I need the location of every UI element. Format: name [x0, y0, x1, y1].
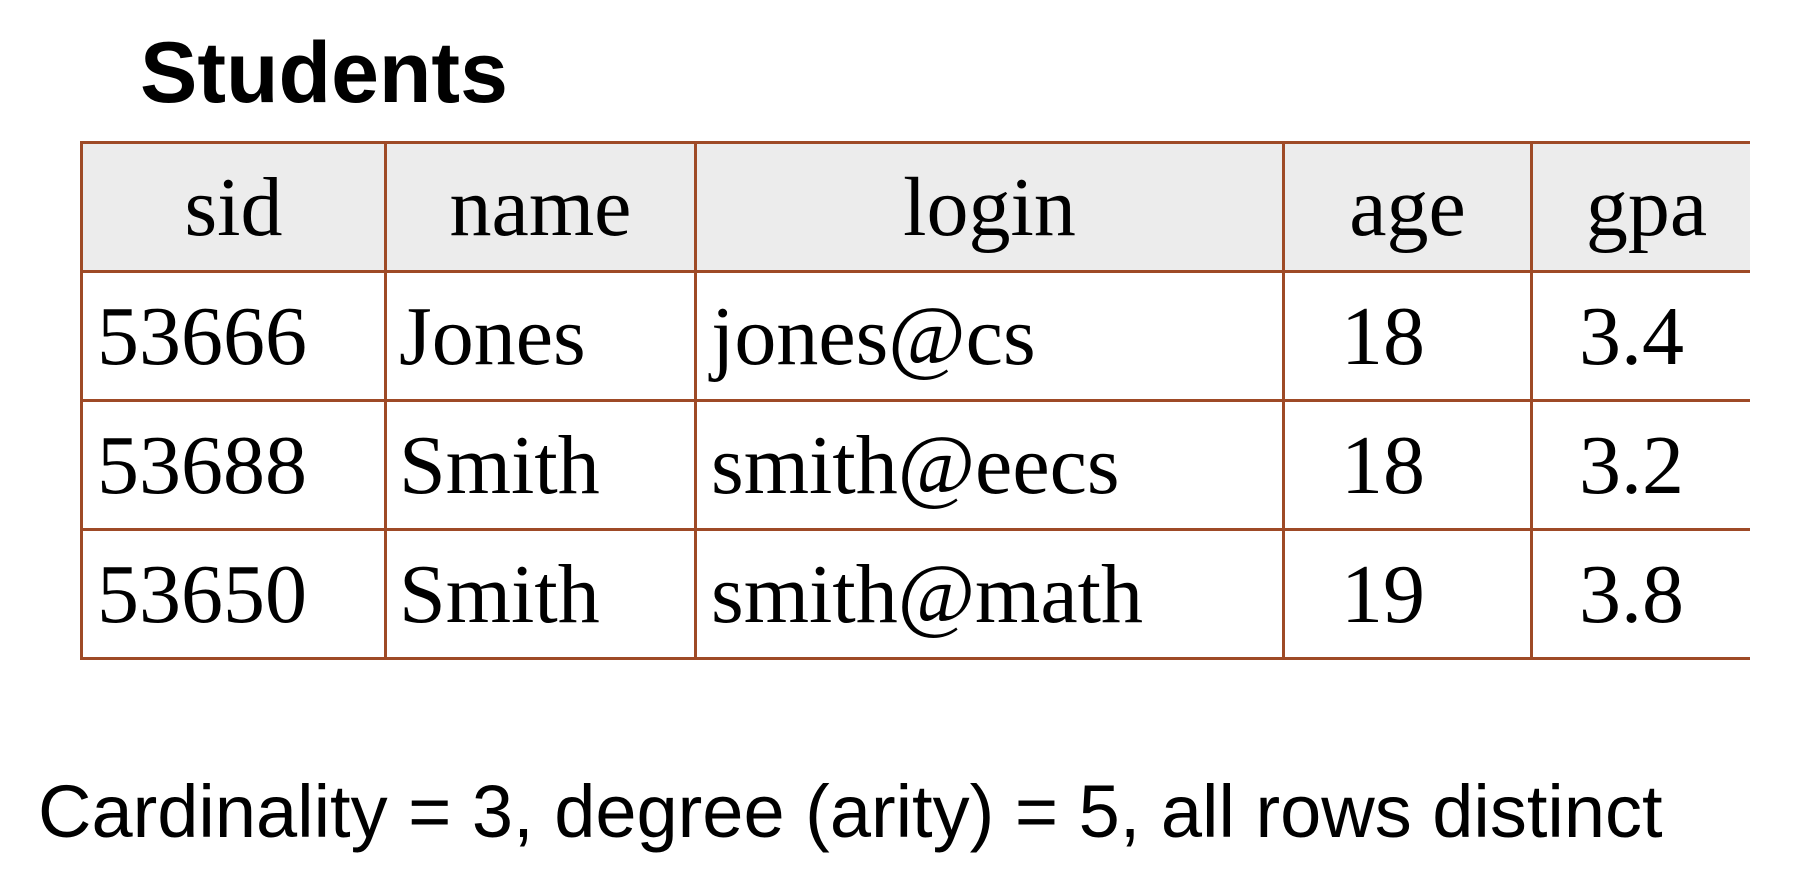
cell-sid: 53650 — [80, 528, 387, 660]
column-header-gpa: gpa — [1530, 141, 1750, 273]
relation-title: Students — [140, 25, 508, 121]
cell-age: 19 — [1282, 528, 1533, 660]
table-header-row: sid name login age gpa — [80, 141, 1750, 273]
column-header-age: age — [1282, 141, 1533, 273]
cell-login: smith@math — [694, 528, 1285, 660]
cell-name: Smith — [384, 528, 697, 660]
cell-sid: 53688 — [80, 399, 387, 531]
cell-name: Smith — [384, 399, 697, 531]
students-table-container: sid name login age gpa 53666 Jones jones… — [80, 141, 1750, 660]
cell-sid: 53666 — [80, 270, 387, 402]
table-row: 53650 Smith smith@math 19 3.8 — [80, 528, 1750, 660]
relation-summary: Cardinality = 3, degree (arity) = 5, all… — [38, 770, 1663, 853]
cell-age: 18 — [1282, 270, 1533, 402]
cell-login: smith@eecs — [694, 399, 1285, 531]
cell-age: 18 — [1282, 399, 1533, 531]
column-header-login: login — [694, 141, 1285, 273]
column-header-sid: sid — [80, 141, 387, 273]
cell-gpa: 3.2 — [1530, 399, 1750, 531]
cell-name: Jones — [384, 270, 697, 402]
students-table: sid name login age gpa 53666 Jones jones… — [80, 141, 1750, 660]
cell-gpa: 3.8 — [1530, 528, 1750, 660]
column-header-name: name — [384, 141, 697, 273]
cell-gpa: 3.4 — [1530, 270, 1750, 402]
table-row: 53688 Smith smith@eecs 18 3.2 — [80, 399, 1750, 531]
table-row: 53666 Jones jones@cs 18 3.4 — [80, 270, 1750, 402]
cell-login: jones@cs — [694, 270, 1285, 402]
